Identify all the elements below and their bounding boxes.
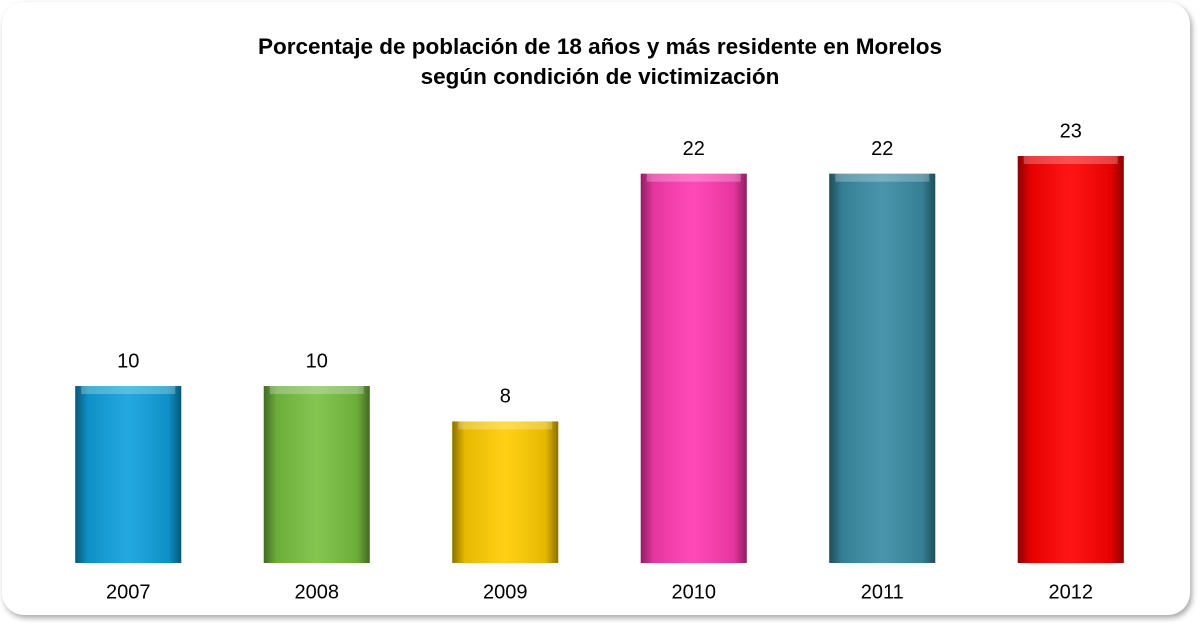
- value-label: 10: [306, 350, 328, 372]
- x-tick-label: 2010: [672, 581, 717, 603]
- bar-shade: [1017, 156, 1124, 563]
- value-label: 10: [117, 350, 139, 372]
- bar-highlight: [835, 173, 930, 182]
- value-label: 23: [1060, 120, 1082, 142]
- chart-title: Porcentaje de población de 18 años y más…: [258, 34, 942, 89]
- bar-shade: [829, 173, 936, 563]
- bar-shade: [263, 386, 370, 563]
- chart-frame: [2, 2, 1190, 615]
- bar-highlight: [1023, 156, 1118, 164]
- value-label: 8: [500, 386, 511, 408]
- bar-shade: [640, 173, 747, 563]
- value-label: 22: [683, 138, 705, 160]
- bar-shade: [75, 386, 182, 563]
- bar-highlight: [81, 386, 176, 395]
- bar-highlight: [458, 421, 553, 430]
- value-label: 22: [871, 138, 893, 160]
- x-tick-label: 2012: [1049, 581, 1094, 603]
- bar-highlight: [269, 386, 364, 395]
- x-tick-label: 2008: [295, 581, 340, 603]
- x-tick-label: 2011: [861, 581, 904, 603]
- x-tick-label: 2009: [483, 581, 528, 603]
- bar-highlight: [646, 173, 741, 182]
- bar-shade: [452, 421, 559, 563]
- x-tick-label: 2007: [106, 581, 151, 603]
